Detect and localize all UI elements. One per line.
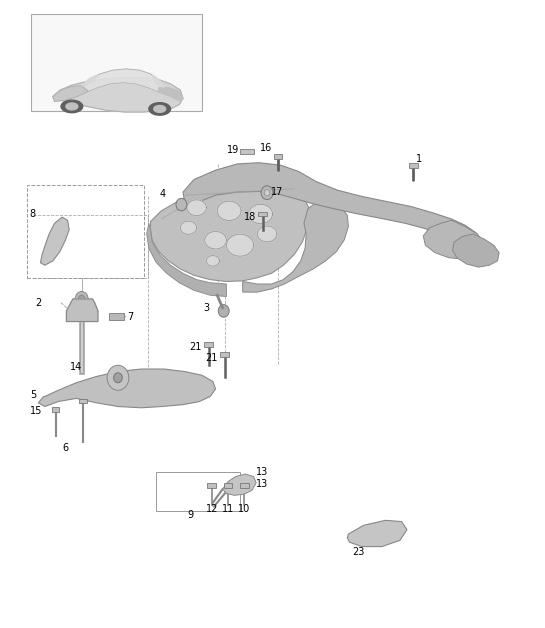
Text: 9: 9 [187, 511, 193, 521]
Text: 17: 17 [271, 187, 283, 197]
Polygon shape [180, 221, 197, 234]
Polygon shape [227, 234, 253, 256]
Polygon shape [159, 88, 183, 102]
Bar [240, 483, 249, 488]
Text: 23: 23 [352, 546, 365, 556]
Polygon shape [183, 163, 481, 246]
Text: 4: 4 [160, 189, 166, 199]
Text: 6: 6 [62, 443, 69, 453]
Circle shape [78, 295, 85, 303]
Circle shape [75, 291, 88, 306]
Text: 8: 8 [30, 209, 36, 219]
Polygon shape [205, 232, 226, 249]
Bar [223, 483, 232, 488]
Polygon shape [38, 369, 216, 408]
Text: 21: 21 [205, 353, 218, 363]
Text: 18: 18 [244, 212, 256, 222]
Polygon shape [149, 103, 171, 115]
Polygon shape [423, 220, 484, 259]
Bar [204, 342, 213, 347]
Polygon shape [243, 202, 348, 292]
Polygon shape [222, 474, 256, 495]
Text: 12: 12 [205, 504, 218, 514]
Text: 16: 16 [260, 143, 272, 153]
Bar [31, 14, 202, 111]
Polygon shape [187, 200, 207, 215]
Polygon shape [53, 78, 183, 112]
Bar [27, 185, 144, 278]
Polygon shape [257, 226, 277, 242]
Text: 10: 10 [238, 504, 251, 514]
Circle shape [176, 198, 187, 211]
Bar [109, 313, 124, 320]
Text: 14: 14 [70, 362, 82, 372]
Polygon shape [82, 75, 99, 86]
Circle shape [261, 186, 273, 200]
Polygon shape [82, 69, 164, 92]
Polygon shape [147, 224, 226, 296]
Text: 2: 2 [35, 298, 41, 308]
Polygon shape [61, 100, 83, 112]
Bar [79, 399, 87, 403]
Bar [258, 212, 267, 217]
Polygon shape [53, 86, 88, 102]
Polygon shape [217, 201, 241, 220]
Polygon shape [154, 106, 166, 112]
Text: 11: 11 [222, 504, 234, 514]
Text: 3: 3 [203, 303, 209, 313]
Text: 21: 21 [189, 342, 202, 352]
Polygon shape [347, 521, 407, 546]
Polygon shape [66, 299, 98, 322]
Polygon shape [249, 204, 272, 224]
Bar [240, 149, 254, 154]
Text: 13: 13 [256, 479, 268, 489]
Polygon shape [150, 186, 310, 281]
Bar [409, 163, 418, 168]
Bar [208, 483, 216, 488]
Circle shape [264, 190, 270, 196]
Polygon shape [40, 217, 69, 265]
Text: 1: 1 [416, 154, 422, 164]
Text: 13: 13 [256, 467, 268, 477]
Circle shape [107, 365, 129, 390]
Text: 15: 15 [31, 406, 43, 416]
Text: 7: 7 [128, 312, 134, 322]
Bar [156, 472, 240, 511]
Polygon shape [207, 256, 219, 266]
Bar [220, 352, 229, 357]
Polygon shape [152, 75, 164, 88]
Polygon shape [452, 234, 499, 267]
Circle shape [113, 373, 122, 383]
Circle shape [219, 305, 229, 317]
Text: 19: 19 [227, 145, 240, 155]
Text: 5: 5 [30, 390, 36, 400]
Polygon shape [66, 103, 78, 110]
Bar [52, 407, 59, 411]
Bar [274, 154, 282, 159]
